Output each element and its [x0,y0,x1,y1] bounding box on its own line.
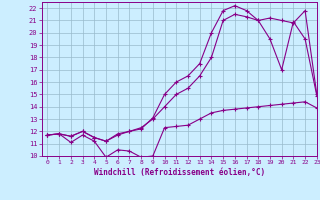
X-axis label: Windchill (Refroidissement éolien,°C): Windchill (Refroidissement éolien,°C) [94,168,265,177]
